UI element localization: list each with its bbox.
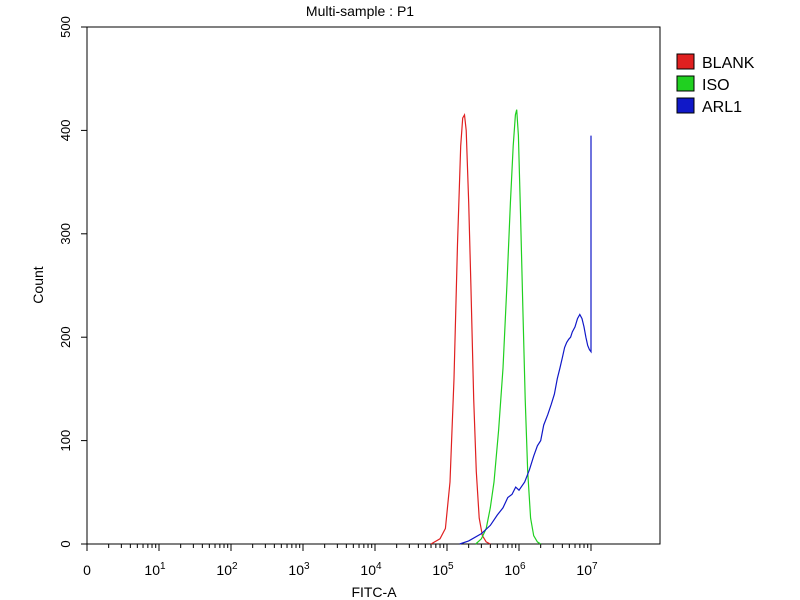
- x-tick-label: 101: [144, 561, 166, 578]
- x-axis-label: FITC-A: [351, 584, 397, 600]
- y-tick-label: 200: [58, 326, 73, 348]
- series-line-iso: [475, 109, 542, 545]
- x-tick-label: 104: [360, 561, 382, 578]
- chart-title: Multi-sample : P1: [306, 3, 414, 19]
- x-axis: 0 101 102 103 104 105 106 107: [83, 544, 598, 578]
- x-tick-label: 105: [432, 561, 454, 578]
- legend-label-iso: ISO: [702, 77, 730, 94]
- series-line-blank: [430, 113, 491, 545]
- x-tick-label: 102: [216, 561, 238, 578]
- legend-swatch-arl1: [676, 97, 695, 114]
- x-tick-label: 107: [576, 561, 598, 578]
- y-tick-label: 0: [58, 540, 73, 547]
- y-tick-label: 300: [58, 223, 73, 245]
- legend: BLANK ISO ARL1: [676, 53, 755, 116]
- legend-swatch-blank: [676, 53, 695, 70]
- y-axis-label: Count: [30, 266, 46, 303]
- series-line-arl1: [459, 135, 592, 545]
- y-tick-label: 100: [58, 430, 73, 452]
- legend-label-blank: BLANK: [702, 55, 755, 72]
- legend-swatch-iso: [676, 75, 695, 92]
- y-tick-label: 400: [58, 120, 73, 142]
- x-tick-label: 0: [83, 562, 91, 578]
- y-axis: 0 100 200 300 400 500: [58, 16, 87, 548]
- x-tick-label: 106: [504, 561, 526, 578]
- x-tick-label: 103: [288, 561, 310, 578]
- y-tick-label: 500: [58, 16, 73, 38]
- series-layer: [430, 109, 592, 545]
- plot-area: [86, 26, 661, 545]
- legend-label-arl1: ARL1: [702, 99, 742, 116]
